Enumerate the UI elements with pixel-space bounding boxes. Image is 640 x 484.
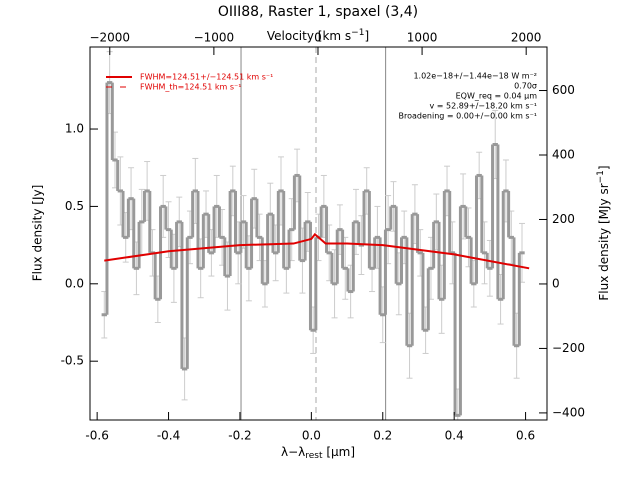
annotation: 0.70σ [514, 82, 537, 91]
y-tick-label: 1.0 [65, 122, 84, 136]
x-label-part: λ−λ [281, 445, 305, 459]
y-tick-label: 0.0 [65, 276, 84, 290]
y-tick-label: -0.5 [61, 354, 84, 368]
legend-label: FWHM=124.51+/−124.51 km s⁻¹ [140, 73, 273, 82]
x2-label-part: ] [364, 29, 369, 43]
x-tick-label: 0.4 [445, 429, 464, 443]
x-tick-label: 0.6 [516, 429, 535, 443]
x2-label-part: Velocity [km s [267, 29, 351, 43]
y2-tick-label: 600 [552, 83, 575, 97]
x2-tick-label: 0 [314, 31, 322, 45]
plot-frame [89, 46, 548, 421]
x-tick-label: -0.6 [85, 429, 108, 443]
x-label-sub: rest [305, 451, 323, 461]
x-tick-label: -0.2 [228, 429, 251, 443]
y2-tick-label: −200 [552, 341, 585, 355]
model-line [104, 232, 530, 270]
annotation: v = 52.89+/−18.20 km s⁻¹ [429, 102, 537, 111]
y2-label-part: ] [597, 165, 611, 170]
y2-tick-label: −400 [552, 405, 585, 419]
x2-label-sup: −1 [351, 28, 364, 38]
x2-tick-label: −2000 [89, 31, 130, 45]
x-tick-label: -0.4 [157, 429, 180, 443]
annotation: EQW_req = 0.04 μm [456, 92, 538, 101]
x2-tick-label: 2000 [511, 31, 542, 45]
y2-label-sup: −1 [596, 170, 606, 183]
x2-tick-label: −1000 [194, 31, 235, 45]
annotation: 1.02e−18+/−1.44e−18 W m⁻² [413, 72, 537, 81]
x-axis-label: λ−λrest [μm] [281, 445, 355, 461]
x-tick-label: 0.2 [373, 429, 392, 443]
y-axis-label: Flux density [Jy] [31, 185, 45, 282]
x2-tick-label: 1000 [407, 31, 438, 45]
y2-tick-label: 400 [552, 147, 575, 161]
annotation: Broadening = 0.00+/−0.00 km s⁻¹ [399, 112, 537, 121]
y2-axis-label: Flux density [MJy sr−1] [596, 165, 611, 300]
y2-label-part: Flux density [MJy sr [597, 183, 611, 300]
x2-axis-label: Velocity [km s−1] [267, 28, 369, 43]
x-label-part: [μm] [323, 445, 356, 459]
y-tick-label: 0.5 [65, 199, 84, 213]
x-tick-label: 0.0 [302, 429, 321, 443]
chart-title: OIII88, Raster 1, spaxel (3,4) [218, 4, 418, 20]
y2-tick-label: 0 [552, 276, 560, 290]
y2-tick-label: 200 [552, 212, 575, 226]
legend-label: FWHM_th=124.51 km s⁻¹ [140, 83, 241, 92]
